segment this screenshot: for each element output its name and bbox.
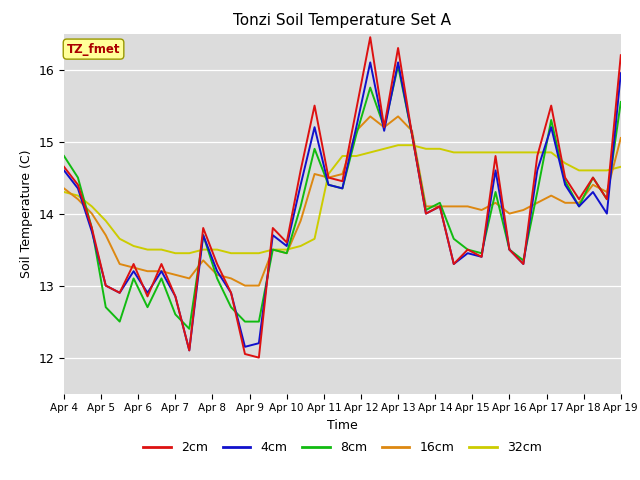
Legend: 2cm, 4cm, 8cm, 16cm, 32cm: 2cm, 4cm, 8cm, 16cm, 32cm — [138, 436, 547, 459]
Text: TZ_fmet: TZ_fmet — [67, 43, 120, 56]
Title: Tonzi Soil Temperature Set A: Tonzi Soil Temperature Set A — [234, 13, 451, 28]
Y-axis label: Soil Temperature (C): Soil Temperature (C) — [20, 149, 33, 278]
X-axis label: Time: Time — [327, 419, 358, 432]
